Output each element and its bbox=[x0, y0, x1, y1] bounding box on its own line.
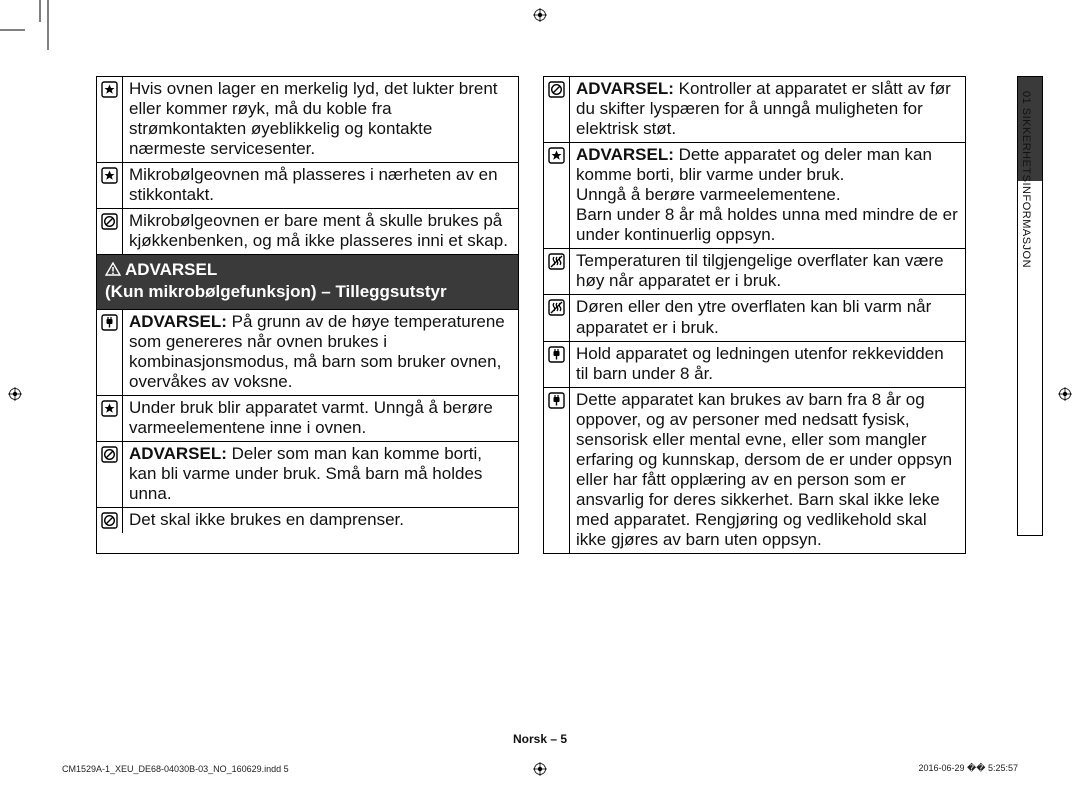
table-row: ADVARSEL: Dette apparatet og deler man k… bbox=[544, 142, 965, 248]
table-row: Hold apparatet og ledningen utenfor rekk… bbox=[544, 341, 965, 387]
table-row: Mikrobølgeovnen må plasseres i nærheten … bbox=[97, 162, 518, 208]
warning-text: Dette apparatet kan brukes av barn fra 8… bbox=[570, 388, 965, 553]
table-row: Temperaturen til tilgjengelige overflate… bbox=[544, 248, 965, 294]
warning-text: Mikrobølgeovnen er bare ment å skulle br… bbox=[123, 209, 518, 254]
footer-filename: CM1529A-1_XEU_DE68-04030B-03_NO_160629.i… bbox=[62, 764, 289, 774]
table-row: Dette apparatet kan brukes av barn fra 8… bbox=[544, 387, 965, 553]
warning-triangle-icon bbox=[105, 261, 121, 282]
star-box-icon bbox=[544, 143, 570, 248]
table-row: Det skal ikke brukes en damprenser. bbox=[97, 507, 518, 533]
manual-page: Hvis ovnen lager en merkelig lyd, det lu… bbox=[0, 0, 1080, 788]
warning-text: Under bruk blir apparatet varmt. Unngå å… bbox=[123, 396, 518, 441]
page-number: Norsk – 5 bbox=[0, 732, 1080, 746]
warning-text: Hold apparatet og ledningen utenfor rekk… bbox=[570, 342, 965, 387]
footer-timestamp: 2016-06-29 �� 5:25:57 bbox=[918, 763, 1018, 774]
table-row: Hvis ovnen lager en merkelig lyd, det lu… bbox=[97, 76, 518, 162]
star-box-icon bbox=[97, 77, 123, 162]
registration-mark-bottom bbox=[533, 762, 547, 776]
no-box-icon bbox=[97, 209, 123, 254]
plug-box-icon bbox=[544, 388, 570, 553]
warning-text: Hvis ovnen lager en merkelig lyd, det lu… bbox=[123, 77, 518, 162]
warning-text: Det skal ikke brukes en damprenser. bbox=[123, 508, 518, 533]
table-row: ADVARSEL: Deler som man kan komme borti,… bbox=[97, 441, 518, 507]
content-columns: Hvis ovnen lager en merkelig lyd, det lu… bbox=[96, 76, 966, 554]
warning-section-header: ADVARSEL (Kun mikrobølgefunksjon) – Till… bbox=[97, 254, 518, 308]
hot-box-icon bbox=[544, 295, 570, 340]
no-box-icon bbox=[544, 77, 570, 142]
registration-mark-top bbox=[533, 8, 547, 22]
right-column: ADVARSEL: Kontroller at apparatet er slå… bbox=[543, 76, 966, 554]
table-row: ADVARSEL: På grunn av de høye temperatur… bbox=[97, 309, 518, 395]
table-row: ADVARSEL: Kontroller at apparatet er slå… bbox=[544, 76, 965, 142]
warning-text: Mikrobølgeovnen må plasseres i nærheten … bbox=[123, 163, 518, 208]
table-row: Under bruk blir apparatet varmt. Unngå å… bbox=[97, 395, 518, 441]
warning-text: ADVARSEL: På grunn av de høye temperatur… bbox=[123, 310, 518, 395]
hot-box-icon bbox=[544, 249, 570, 294]
warning-text: ADVARSEL: Kontroller at apparatet er slå… bbox=[570, 77, 965, 142]
warning-text: ADVARSEL: Deler som man kan komme borti,… bbox=[123, 442, 518, 507]
warning-text: Temperaturen til tilgjengelige overflate… bbox=[570, 249, 965, 294]
warning-subtitle: (Kun mikrobølgefunksjon) – Tilleggsutsty… bbox=[105, 282, 447, 301]
registration-mark-right bbox=[1058, 387, 1072, 401]
section-tab: 01 SIKKERHETSINFORMASJON bbox=[1017, 76, 1043, 536]
registration-mark-left bbox=[8, 387, 22, 401]
no-box-icon bbox=[97, 508, 123, 533]
star-box-icon bbox=[97, 396, 123, 441]
no-box-icon bbox=[97, 442, 123, 507]
star-box-icon bbox=[97, 163, 123, 208]
warning-text: Døren eller den ytre overflaten kan bli … bbox=[570, 295, 965, 340]
section-tab-label: 01 SIKKERHETSINFORMASJON bbox=[1020, 91, 1032, 268]
plug-box-icon bbox=[97, 310, 123, 395]
table-row: Mikrobølgeovnen er bare ment å skulle br… bbox=[97, 208, 518, 254]
warning-text: ADVARSEL: Dette apparatet og deler man k… bbox=[570, 143, 965, 248]
plug-box-icon bbox=[544, 342, 570, 387]
left-column: Hvis ovnen lager en merkelig lyd, det lu… bbox=[96, 76, 519, 554]
table-row: Døren eller den ytre overflaten kan bli … bbox=[544, 294, 965, 340]
warning-title: ADVARSEL bbox=[125, 260, 217, 279]
